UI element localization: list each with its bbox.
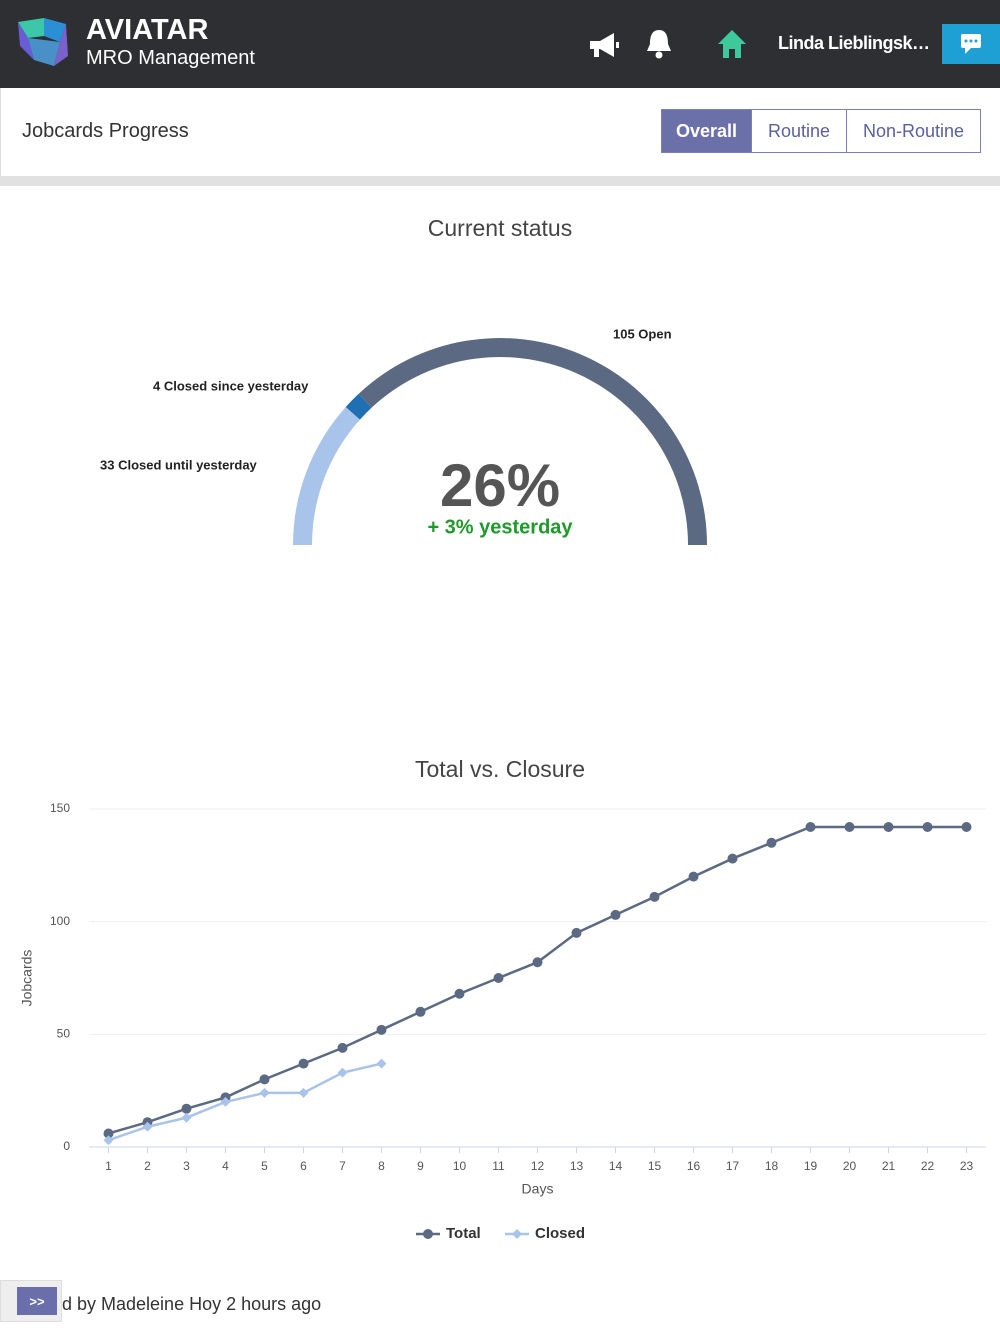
segment-label: 105 Open (613, 326, 672, 341)
data-point (532, 957, 543, 968)
data-point (103, 1135, 114, 1146)
x-tick-label: 12 (531, 1159, 545, 1173)
series-line (108, 1062, 382, 1142)
legend-label: Closed (535, 1225, 585, 1242)
x-tick-label: 8 (378, 1159, 385, 1173)
x-tick-label: 22 (921, 1159, 935, 1173)
x-axis-label: Days (522, 1181, 554, 1197)
x-tick-label: 19 (804, 1159, 818, 1173)
data-point (376, 1058, 387, 1069)
y-axis-label: Jobcards (19, 950, 35, 1007)
x-tick-label: 23 (960, 1159, 974, 1173)
x-tick-label: 11 (492, 1159, 505, 1173)
separator (0, 176, 1000, 186)
chat-button[interactable] (942, 24, 1000, 64)
data-point (259, 1074, 270, 1085)
data-point (259, 1087, 270, 1098)
x-tick-label: 9 (417, 1159, 424, 1173)
x-tick-label: 4 (222, 1159, 229, 1173)
data-point (688, 871, 699, 882)
data-point (337, 1042, 348, 1053)
x-tick-label: 3 (183, 1159, 190, 1173)
y-tick-label: 150 (50, 801, 70, 815)
tab[interactable]: Overall (661, 109, 752, 153)
data-point (415, 1006, 426, 1017)
data-point (181, 1103, 192, 1114)
header: AVIATAR MRO Management Linda Lieblingsk… (0, 0, 1000, 88)
x-tick-label: 13 (570, 1159, 584, 1173)
gauge-value: 26% (440, 452, 560, 519)
data-point (493, 973, 504, 983)
brand: AVIATAR (86, 14, 209, 46)
tab[interactable]: Routine (752, 109, 847, 153)
tab[interactable]: Non-Routine (847, 109, 981, 153)
data-point (142, 1121, 153, 1132)
footer-text: d by Madeleine Hoy 2 hours ago (62, 1294, 322, 1314)
logo (18, 18, 68, 66)
data-point (454, 988, 465, 999)
gauge-segment (358, 338, 707, 545)
data-point (610, 909, 621, 920)
legend-label: Total (446, 1225, 481, 1242)
x-tick-label: 6 (300, 1159, 307, 1173)
data-point (649, 891, 660, 902)
legend-marker (512, 1229, 522, 1239)
data-point (766, 837, 777, 848)
x-tick-label: 20 (843, 1159, 857, 1173)
x-tick-label: 1 (105, 1159, 112, 1173)
segment-label: 4 Closed since yesterday (153, 378, 309, 393)
data-point (103, 1128, 114, 1139)
data-point (727, 853, 738, 864)
notifications-icon[interactable] (644, 28, 674, 60)
y-tick-label: 0 (63, 1139, 70, 1153)
expand-button[interactable]: >> (17, 1287, 57, 1315)
brand-subtitle: MRO Management (86, 47, 255, 69)
data-point (571, 927, 582, 938)
y-tick-label: 50 (57, 1027, 71, 1041)
series-line (108, 825, 967, 1135)
x-tick-label: 10 (453, 1159, 467, 1173)
x-tick-label: 18 (765, 1159, 779, 1173)
x-tick-label: 15 (648, 1159, 662, 1173)
gauge-segment (345, 393, 372, 420)
data-point (883, 822, 894, 833)
data-point (805, 822, 816, 833)
y-tick-label: 100 (50, 914, 70, 928)
data-point (298, 1058, 309, 1069)
data-point (298, 1087, 309, 1098)
data-point (337, 1067, 348, 1078)
home-icon[interactable] (716, 28, 748, 60)
data-point (220, 1096, 231, 1107)
x-tick-label: 5 (261, 1159, 268, 1173)
section-bar: Jobcards Progress Overall Routine Non-Ro… (0, 88, 1000, 176)
data-point (961, 822, 972, 833)
announcements-icon[interactable] (588, 30, 624, 60)
segment-label: 33 Closed until yesterday (100, 457, 258, 472)
gauge-segment (293, 406, 360, 545)
tabs: Overall Routine Non-Routine (661, 109, 981, 153)
x-tick-label: 16 (687, 1159, 701, 1173)
data-point (844, 822, 855, 833)
x-tick-label: 14 (609, 1159, 623, 1173)
data-point (376, 1024, 387, 1035)
gauge-change: + 3% yesterday (427, 516, 573, 538)
data-point (922, 822, 933, 833)
x-tick-label: 17 (726, 1159, 740, 1173)
user-name[interactable]: Linda Lieblingsk… (778, 33, 930, 53)
legend-marker (423, 1229, 433, 1239)
x-tick-label: 2 (144, 1159, 151, 1173)
chart-title: Current status (428, 215, 572, 241)
charts: Current status 33 Closed until yesterday 4… (19, 215, 986, 1242)
section-title: Jobcards Progress (22, 120, 189, 142)
x-tick-label: 21 (882, 1159, 896, 1173)
x-tick-label: 7 (339, 1159, 346, 1173)
chart-title: Total vs. Closure (415, 756, 585, 782)
data-point (181, 1112, 192, 1123)
